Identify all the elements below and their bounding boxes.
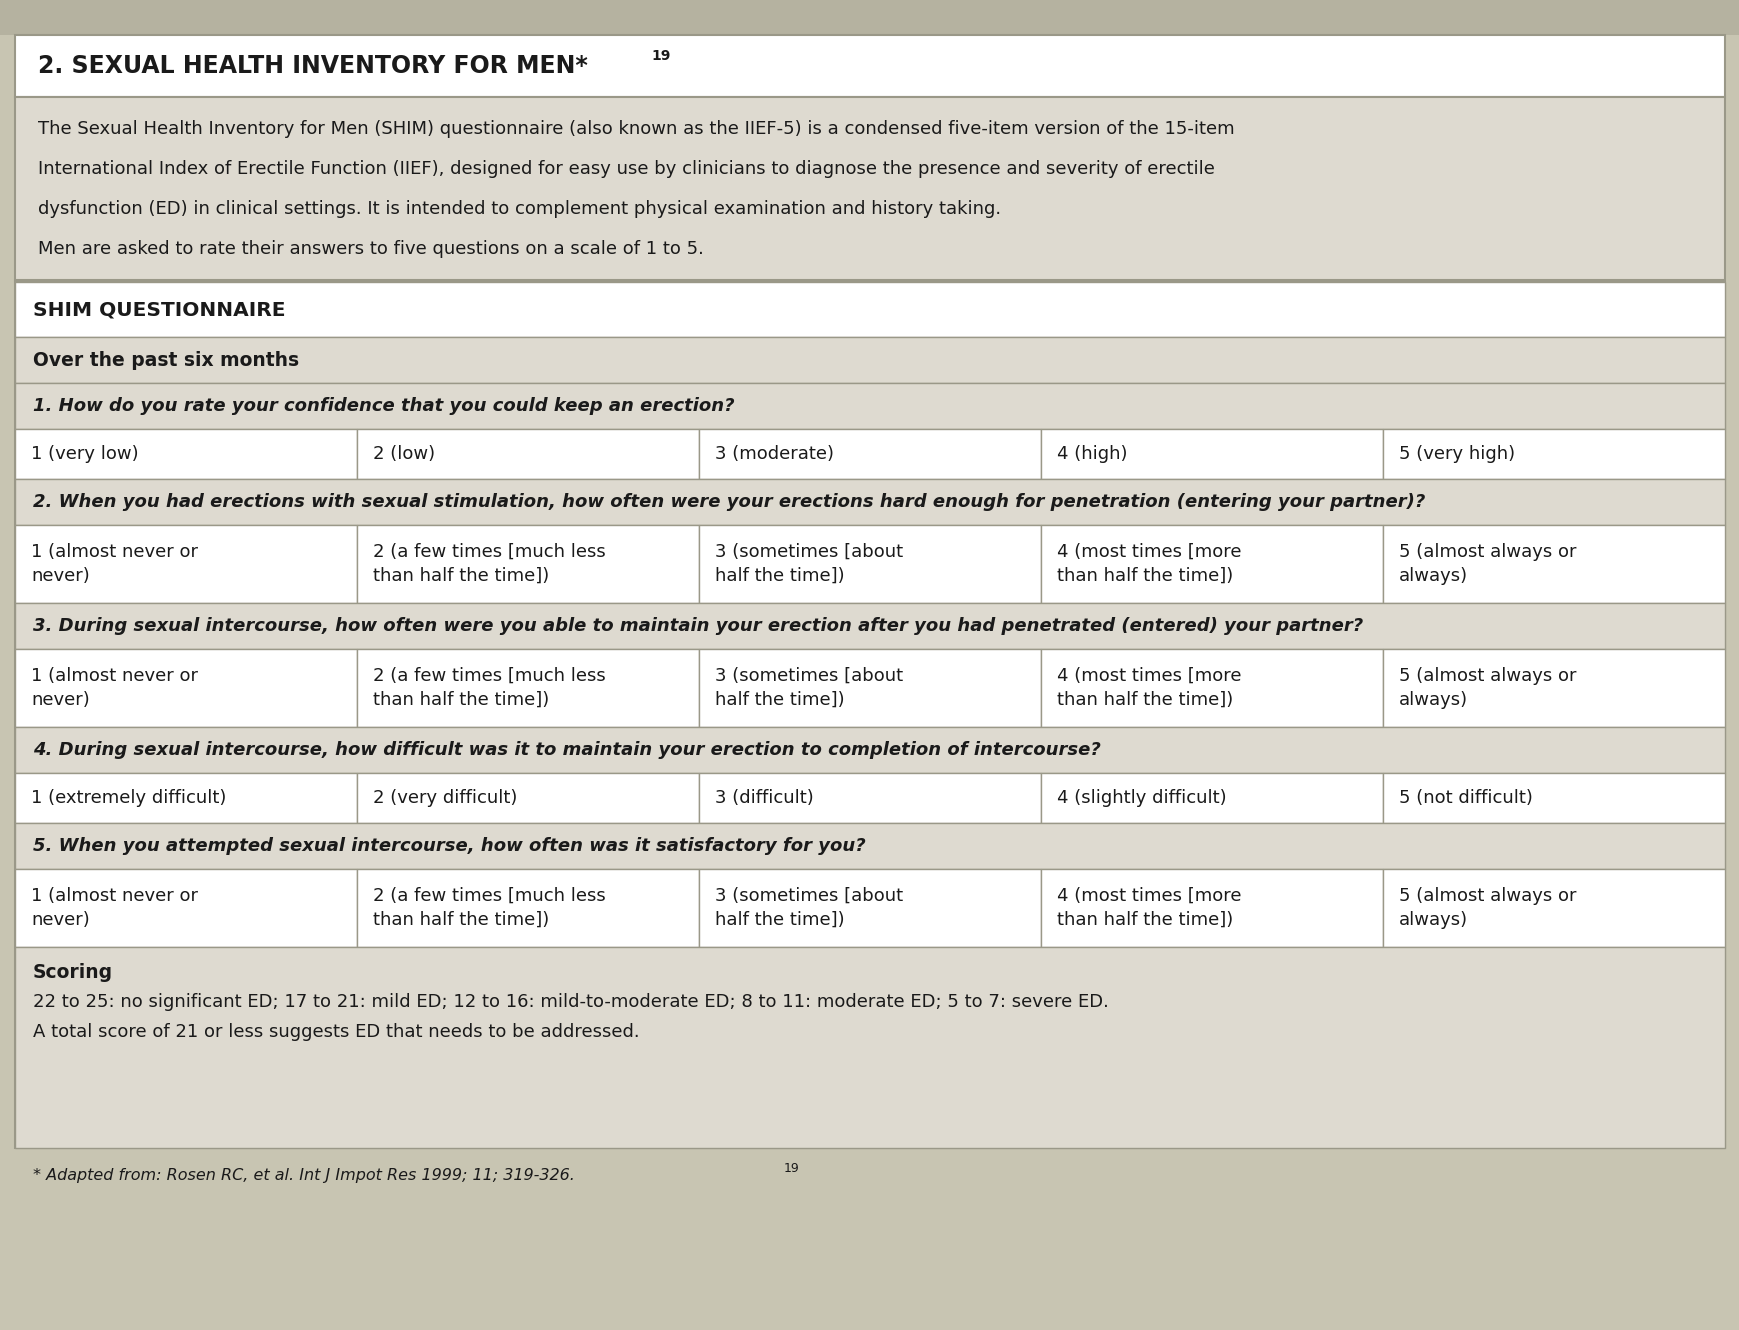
Bar — [356, 773, 699, 823]
Text: 3. During sexual intercourse, how often were you able to maintain your erection : 3. During sexual intercourse, how often … — [33, 617, 1362, 634]
Text: SHIM QUESTIONNAIRE: SHIM QUESTIONNAIRE — [33, 301, 285, 319]
Text: 5 (almost always or: 5 (almost always or — [1398, 668, 1576, 685]
Text: than half the time]): than half the time]) — [1056, 911, 1233, 928]
Bar — [1383, 649, 1723, 728]
Text: 3 (moderate): 3 (moderate) — [715, 446, 833, 463]
Bar — [1040, 430, 1383, 479]
Bar — [699, 649, 1040, 728]
Text: * Adapted from: Rosen RC, et al. Int J Impot Res 1999; 11; 319-326.: * Adapted from: Rosen RC, et al. Int J I… — [33, 1168, 574, 1182]
Bar — [1040, 773, 1383, 823]
Text: never): never) — [31, 692, 90, 709]
Bar — [356, 430, 699, 479]
Text: 4 (slightly difficult): 4 (slightly difficult) — [1056, 789, 1226, 807]
Text: always): always) — [1398, 567, 1468, 585]
Text: International Index of Erectile Function (IIEF), designed for easy use by clinic: International Index of Erectile Function… — [38, 160, 1214, 178]
Text: always): always) — [1398, 911, 1468, 928]
Bar — [1383, 525, 1723, 602]
Text: 1 (almost never or: 1 (almost never or — [31, 887, 198, 904]
Bar — [16, 35, 1723, 97]
Text: 1 (extremely difficult): 1 (extremely difficult) — [31, 789, 226, 807]
Text: 5 (very high): 5 (very high) — [1398, 446, 1515, 463]
Text: 19: 19 — [783, 1162, 798, 1174]
Text: than half the time]): than half the time]) — [372, 911, 550, 928]
Text: 2 (low): 2 (low) — [372, 446, 435, 463]
Text: 22 to 25: no significant ED; 17 to 21: mild ED; 12 to 16: mild-to-moderate ED; 8: 22 to 25: no significant ED; 17 to 21: m… — [33, 994, 1108, 1011]
Text: 3 (sometimes [about: 3 (sometimes [about — [715, 668, 903, 685]
Text: 1 (very low): 1 (very low) — [31, 446, 139, 463]
Text: half the time]): half the time]) — [715, 911, 843, 928]
Bar — [699, 430, 1040, 479]
Text: 4 (most times [more: 4 (most times [more — [1056, 668, 1242, 685]
Text: 1. How do you rate your confidence that you could keep an erection?: 1. How do you rate your confidence that … — [33, 396, 734, 415]
Bar — [16, 947, 1723, 1148]
Text: 4. During sexual intercourse, how difficult was it to maintain your erection to : 4. During sexual intercourse, how diffic… — [33, 741, 1101, 759]
Bar — [16, 97, 1723, 281]
Text: 5. When you attempted sexual intercourse, how often was it satisfactory for you?: 5. When you attempted sexual intercourse… — [33, 837, 866, 855]
Text: always): always) — [1398, 692, 1468, 709]
Text: 1 (almost never or: 1 (almost never or — [31, 543, 198, 561]
Bar — [16, 282, 1723, 1148]
Bar — [1040, 649, 1383, 728]
Text: dysfunction (ED) in clinical settings. It is intended to complement physical exa: dysfunction (ED) in clinical settings. I… — [38, 200, 1000, 218]
Text: than half the time]): than half the time]) — [372, 567, 550, 585]
Text: Over the past six months: Over the past six months — [33, 351, 299, 370]
Bar — [16, 430, 356, 479]
Text: 2. When you had erections with sexual stimulation, how often were your erections: 2. When you had erections with sexual st… — [33, 493, 1424, 511]
Bar — [16, 525, 356, 602]
Bar — [1383, 868, 1723, 947]
Text: The Sexual Health Inventory for Men (SHIM) questionnaire (also known as the IIEF: The Sexual Health Inventory for Men (SHI… — [38, 120, 1235, 138]
Text: 2 (a few times [much less: 2 (a few times [much less — [372, 668, 605, 685]
Bar — [16, 479, 1723, 525]
Text: 4 (most times [more: 4 (most times [more — [1056, 543, 1242, 561]
Bar — [16, 649, 356, 728]
Text: Men are asked to rate their answers to five questions on a scale of 1 to 5.: Men are asked to rate their answers to f… — [38, 239, 704, 258]
Bar — [16, 868, 356, 947]
Text: than half the time]): than half the time]) — [1056, 692, 1233, 709]
Bar — [16, 823, 1723, 868]
Text: 4 (most times [more: 4 (most times [more — [1056, 887, 1242, 904]
Text: 5 (not difficult): 5 (not difficult) — [1398, 789, 1532, 807]
Bar — [16, 773, 356, 823]
Bar — [356, 649, 699, 728]
Text: 3 (sometimes [about: 3 (sometimes [about — [715, 543, 903, 561]
Text: 5 (almost always or: 5 (almost always or — [1398, 887, 1576, 904]
Bar — [1040, 525, 1383, 602]
Bar — [0, 0, 1739, 35]
Bar — [1040, 868, 1383, 947]
Bar — [1383, 773, 1723, 823]
Bar — [699, 525, 1040, 602]
Text: Scoring: Scoring — [33, 963, 113, 982]
Bar — [16, 728, 1723, 773]
Bar — [16, 336, 1723, 383]
Text: 2 (a few times [much less: 2 (a few times [much less — [372, 543, 605, 561]
Text: 3 (difficult): 3 (difficult) — [715, 789, 814, 807]
Bar — [16, 383, 1723, 430]
Text: 2. SEXUAL HEALTH INVENTORY FOR MEN*: 2. SEXUAL HEALTH INVENTORY FOR MEN* — [38, 55, 588, 78]
Bar — [1383, 430, 1723, 479]
Bar — [356, 868, 699, 947]
Text: than half the time]): than half the time]) — [1056, 567, 1233, 585]
Text: 3 (sometimes [about: 3 (sometimes [about — [715, 887, 903, 904]
Text: half the time]): half the time]) — [715, 692, 843, 709]
Text: 5 (almost always or: 5 (almost always or — [1398, 543, 1576, 561]
Text: 2 (a few times [much less: 2 (a few times [much less — [372, 887, 605, 904]
Bar — [699, 773, 1040, 823]
Bar — [16, 602, 1723, 649]
Text: 19: 19 — [650, 49, 670, 63]
Text: never): never) — [31, 567, 90, 585]
Bar — [699, 868, 1040, 947]
Text: 2 (very difficult): 2 (very difficult) — [372, 789, 516, 807]
Text: A total score of 21 or less suggests ED that needs to be addressed.: A total score of 21 or less suggests ED … — [33, 1023, 640, 1041]
Text: half the time]): half the time]) — [715, 567, 843, 585]
Text: never): never) — [31, 911, 90, 928]
Bar — [356, 525, 699, 602]
Text: 4 (high): 4 (high) — [1056, 446, 1127, 463]
Text: than half the time]): than half the time]) — [372, 692, 550, 709]
Bar — [16, 282, 1723, 336]
Text: 1 (almost never or: 1 (almost never or — [31, 668, 198, 685]
